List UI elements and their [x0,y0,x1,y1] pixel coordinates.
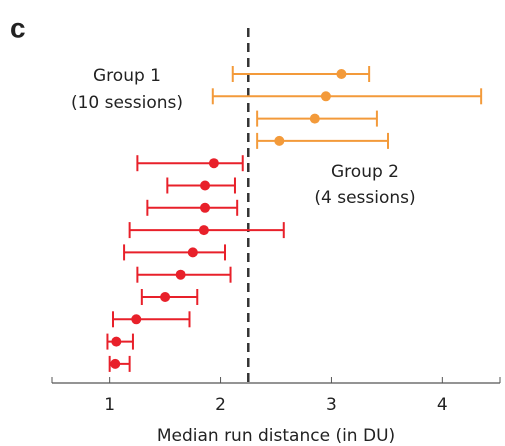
panel-label: c [10,12,26,43]
group-label: Group 2 [331,162,399,182]
point [208,158,219,169]
point [131,314,142,325]
group-sessions: (4 sessions) [314,188,415,208]
point [320,91,331,102]
point [175,269,186,280]
x-tick-label: 1 [104,395,115,415]
group-sessions: (10 sessions) [71,93,183,113]
point [198,225,209,236]
x-axis-title: Median run distance (in DU) [157,426,395,446]
point [187,247,198,258]
point [160,292,171,302]
x-tick-label: 3 [326,395,337,415]
x-tick-label: 2 [215,395,226,415]
point [200,202,211,213]
point [274,135,285,146]
point [110,358,121,369]
point [200,180,211,191]
group-label: Group 1 [93,66,161,86]
x-tick-label: 4 [437,395,448,415]
point [309,113,320,124]
point [336,69,347,79]
point [111,336,122,347]
